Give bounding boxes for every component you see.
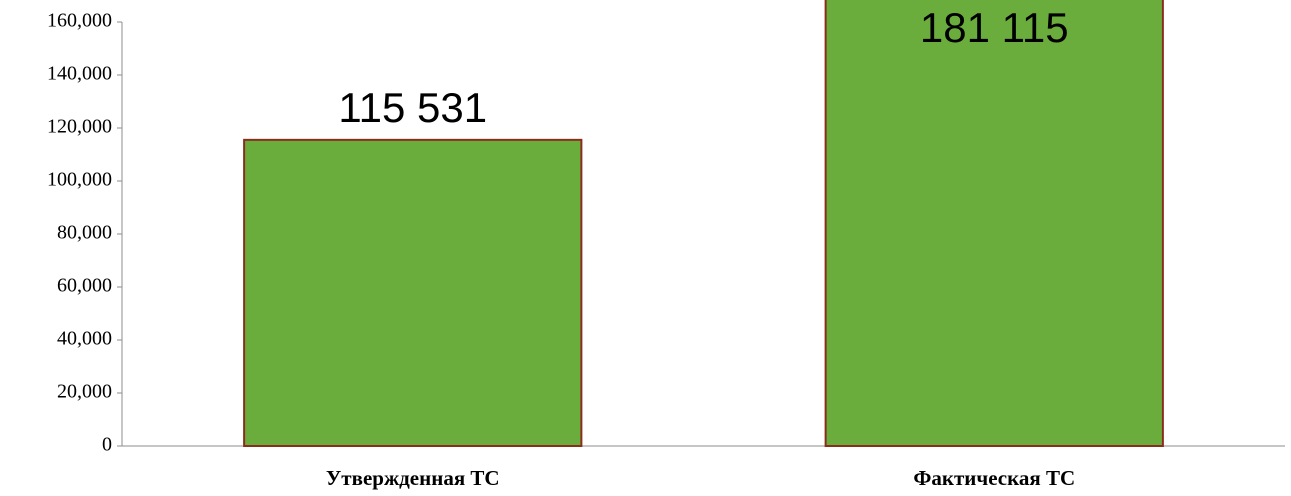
y-tick-label: 80,000 bbox=[57, 222, 112, 244]
y-tick-label: 60,000 bbox=[57, 275, 112, 297]
y-tick-label: 160,000 bbox=[47, 10, 112, 32]
data-label: 181 115 bbox=[920, 4, 1069, 51]
bar bbox=[243, 138, 583, 447]
y-tick-label: 40,000 bbox=[57, 328, 112, 350]
y-tick-label: 140,000 bbox=[47, 63, 112, 85]
x-tick-label: Утвержденная ТС bbox=[326, 466, 500, 490]
y-tick-label: 20,000 bbox=[57, 381, 112, 403]
y-tick-label: 120,000 bbox=[47, 116, 112, 138]
data-label: 115 531 bbox=[338, 84, 487, 131]
y-tick-label: 0 bbox=[102, 434, 112, 456]
y-tick-label: 100,000 bbox=[47, 169, 112, 191]
bar bbox=[824, 0, 1164, 447]
x-tick-label: Фактическая ТС bbox=[913, 466, 1075, 490]
